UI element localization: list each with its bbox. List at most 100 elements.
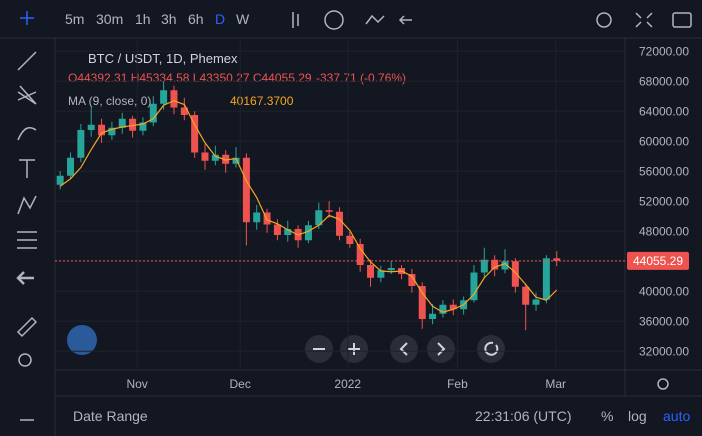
interval[interactable]: 3h [161,11,177,27]
interval[interactable]: W [236,11,250,27]
interval[interactable]: 5m [65,11,85,27]
candle-body [315,210,323,226]
candle-body [284,229,292,235]
text-tool[interactable] [19,159,35,178]
back-tool[interactable] [16,271,34,285]
candle-body [387,268,395,271]
candle-body [449,304,457,310]
candle-body [180,107,188,115]
x-tick-label: 2022 [334,377,361,391]
candle-body [87,124,95,130]
x-tick-label: Feb [447,377,468,391]
nav-buttons [305,335,505,363]
candle-body [170,90,178,108]
candle-body [129,118,137,131]
candle-body [542,258,550,300]
candle-body [160,90,168,104]
candle-body [511,261,519,287]
candle-body [67,157,75,176]
candle-body [439,304,447,314]
settings[interactable] [596,12,612,28]
candle-body [56,175,64,185]
zoom-tool[interactable] [18,353,32,367]
brush-tool[interactable] [17,126,37,141]
candle-body [532,299,540,305]
y-tick-label: 60000.00 [639,134,689,148]
line-tool[interactable] [17,51,37,71]
ma-line [59,100,558,313]
interval[interactable]: 1h [135,11,151,27]
candle-body [325,210,333,212]
candle-body [149,103,157,123]
pattern-tool[interactable] [17,195,37,215]
scroll-right[interactable] [427,335,455,363]
candle-body [480,259,488,273]
plot: 32000.0036000.0040000.0044000.0048000.00… [55,40,689,391]
scroll-left[interactable] [390,335,418,363]
left-tools [16,11,38,421]
x-tick-label: Dec [230,377,251,391]
candle-body [335,211,343,236]
clock: 22:31:06 (UTC) [475,408,572,424]
chart-type[interactable] [292,12,299,28]
y-tick-label: 64000.00 [639,104,689,118]
percent-toggle[interactable]: % [601,408,614,424]
candle-body [429,313,437,319]
candle-body [553,258,561,261]
symbol-title: BTC / USDT, 1D, Phemex [88,51,238,66]
undo[interactable] [398,15,412,25]
nav-icons [313,341,499,356]
auto-toggle[interactable]: auto [663,408,691,424]
interval-active[interactable]: D [215,11,226,27]
candle-body [242,157,250,223]
candle-body [346,235,354,244]
compare[interactable] [365,14,385,25]
x-tick-label: Mar [545,377,566,391]
candle-body [356,244,364,265]
candle-body [501,261,509,270]
log-toggle[interactable]: log [628,408,647,424]
x-tick-label: Nov [126,377,147,391]
axis-settings[interactable] [657,378,669,390]
y-tick-label: 72000.00 [639,44,689,58]
candle-body [139,122,147,131]
ma-legend: MA (9, close, 0) [68,94,151,108]
candle-body [222,154,230,164]
candle-body [304,225,312,241]
candle-body [491,259,499,270]
ohlc: O44392.31 H45334.58 L43350.27 C44055.29 [68,71,312,85]
y-tick-label: 40000.00 [639,284,689,298]
y-tick-label: 48000.00 [639,224,689,238]
candle-body [191,115,199,153]
candle-body [201,152,209,161]
change: -337.71 (-0.76%) [316,71,406,85]
date-range[interactable]: Date Range [73,408,148,424]
y-tick-label: 32000.00 [639,344,689,358]
interval[interactable]: 6h [188,11,204,27]
price-tag [627,251,689,270]
candle-body [273,224,281,235]
logo[interactable] [67,325,97,355]
candle-body [211,154,219,161]
y-tick-label: 52000.00 [639,194,689,208]
fib-tool[interactable] [17,85,37,105]
candle-body [367,265,375,278]
crosshair-tool[interactable] [20,11,34,25]
interval[interactable]: 30m [96,11,124,27]
candle-body [232,157,240,164]
snapshot[interactable] [672,12,692,28]
candle-body [408,274,416,286]
indicators[interactable] [324,10,344,30]
measure-tool[interactable] [16,316,38,338]
candle-body [98,124,106,136]
prediction-tool[interactable] [17,231,37,249]
ma-value: 40167.3700 [230,94,294,108]
fullscreen[interactable] [635,12,653,28]
y-tick-label: 56000.00 [639,164,689,178]
candle-body [470,272,478,301]
candle-body [522,286,530,305]
y-tick-label: 36000.00 [639,314,689,328]
reset[interactable] [477,335,505,363]
